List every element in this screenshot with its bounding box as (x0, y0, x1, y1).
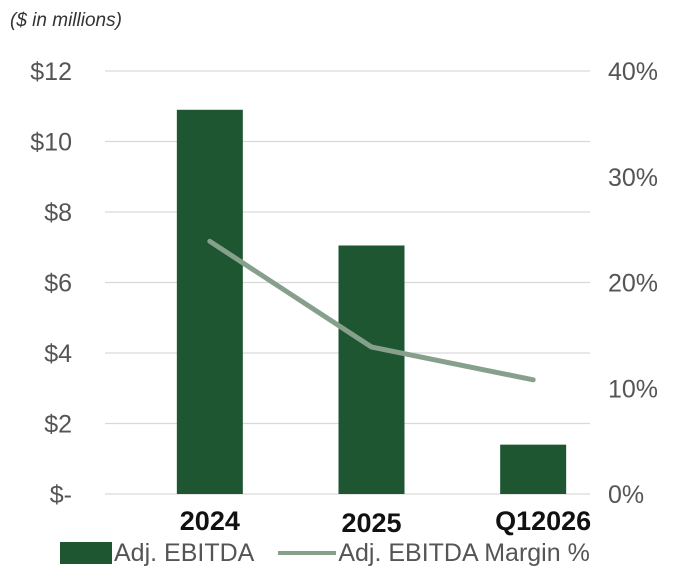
category-label: 2025 (341, 508, 401, 538)
bar-series (177, 110, 566, 494)
y-right-tick-label: 20% (608, 270, 658, 298)
legend-bar-swatch (60, 542, 112, 564)
bar (339, 245, 405, 494)
category-axis: 2024 2025 Q12026 (180, 506, 591, 538)
legend-line-label: Adj. EBITDA Margin % (338, 539, 589, 568)
left-axis: $- $2 $4 $6 $8 $10 $12 (30, 58, 72, 509)
legend-item-bar: Adj. EBITDA (60, 539, 254, 568)
category-label: 2024 (180, 506, 240, 536)
legend-line-swatch (278, 551, 336, 555)
y-left-tick-label: $6 (44, 270, 72, 298)
y-right-tick-label: 0% (608, 481, 644, 509)
y-left-tick-label: $12 (30, 58, 72, 86)
legend: Adj. EBITDA Adj. EBITDA Margin % (60, 540, 590, 566)
legend-bar-label: Adj. EBITDA (114, 539, 254, 568)
legend-item-line: Adj. EBITDA Margin % (254, 539, 589, 568)
bar (177, 110, 243, 494)
y-left-tick-label: $8 (44, 199, 72, 227)
y-right-tick-label: 40% (608, 58, 658, 86)
y-left-tick-label: $2 (44, 411, 72, 439)
category-label: Q12026 (495, 506, 591, 536)
y-left-tick-label: $- (50, 481, 72, 509)
y-left-tick-label: $10 (30, 129, 72, 157)
y-left-tick-label: $4 (44, 340, 72, 368)
right-axis: 0% 10% 20% 30% 40% (608, 58, 658, 509)
y-right-tick-label: 30% (608, 164, 658, 192)
bar (500, 445, 566, 494)
y-right-tick-label: 10% (608, 375, 658, 403)
